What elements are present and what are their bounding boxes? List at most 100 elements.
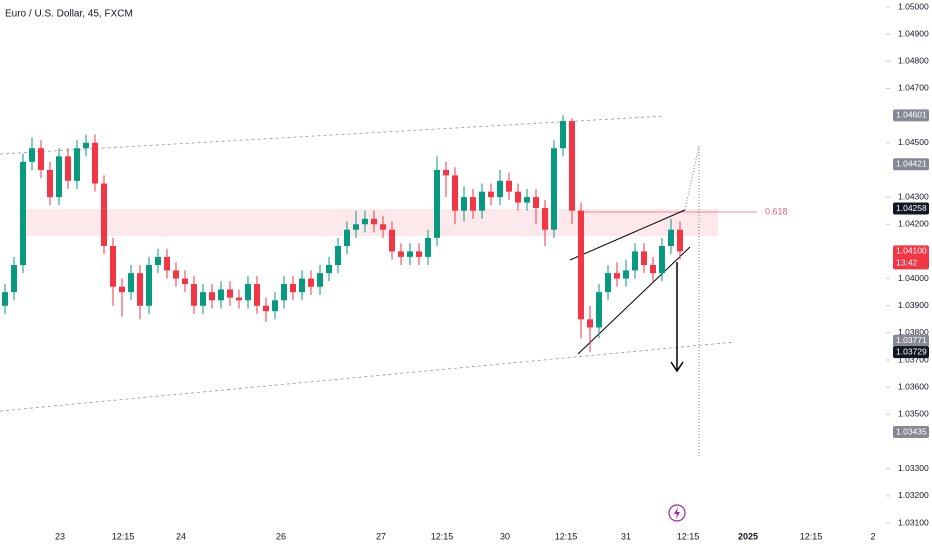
candle-body xyxy=(416,251,422,257)
candle-body xyxy=(542,207,548,230)
candle-body xyxy=(677,229,683,252)
candle-body xyxy=(668,229,674,246)
x-tick-label: 30 xyxy=(500,531,510,541)
candle-body xyxy=(236,297,242,301)
price-badge-label: 1.03729 xyxy=(896,346,927,356)
candle-body xyxy=(227,289,233,298)
y-tick-label: 1.04500 xyxy=(898,137,929,147)
chart-title: Euro / U.S. Dollar, 45, FXCM xyxy=(5,9,133,20)
price-badge-time: 13:42 xyxy=(896,258,918,268)
price-badge xyxy=(893,334,929,347)
candle-body xyxy=(623,270,629,279)
price-badge xyxy=(893,158,929,171)
price-badge xyxy=(893,245,929,270)
candle-body xyxy=(407,251,413,257)
x-tick-label: 24 xyxy=(176,531,186,541)
price-badge xyxy=(893,426,929,439)
target-arrow-head xyxy=(670,361,684,373)
candle-body xyxy=(38,148,44,170)
y-tick-label: 1.04900 xyxy=(898,28,929,38)
wedge-bottom xyxy=(577,246,691,355)
candle-body xyxy=(83,142,89,149)
candle-body xyxy=(74,148,80,181)
candle-body xyxy=(479,191,485,211)
candle-body xyxy=(272,300,278,312)
candle-body xyxy=(551,148,557,230)
supply-zone xyxy=(22,209,718,236)
candle-body xyxy=(164,256,170,271)
candle-body xyxy=(2,292,8,306)
candle-body xyxy=(398,251,404,257)
candle-body xyxy=(281,284,287,301)
price-badge-label: 1.04100 xyxy=(896,246,927,256)
candle-body xyxy=(452,175,458,211)
y-tick-label: 1.04300 xyxy=(898,191,929,201)
candle-body xyxy=(245,284,251,301)
candle-body xyxy=(353,224,359,230)
x-tick-label: 12:15 xyxy=(112,531,135,541)
x-tick-label: 12:15 xyxy=(431,531,454,541)
y-tick-label: 1.03500 xyxy=(898,409,929,419)
y-tick-label: 1.03800 xyxy=(898,327,929,337)
candle-body xyxy=(173,270,179,279)
candle-body xyxy=(218,289,224,301)
candle-body xyxy=(650,265,656,274)
candle-body xyxy=(533,197,539,208)
candle-body xyxy=(614,273,620,279)
candle-body xyxy=(299,278,305,293)
x-tick-label: 26 xyxy=(276,531,286,541)
candle-body xyxy=(335,245,341,265)
y-tick-label: 1.04800 xyxy=(898,56,929,66)
candle-body xyxy=(29,148,35,162)
candle-body xyxy=(497,180,503,198)
candle-body xyxy=(641,251,647,265)
candle-body xyxy=(200,292,206,306)
y-tick-label: 1.04700 xyxy=(898,83,929,93)
candle-body xyxy=(569,121,575,211)
price-badge xyxy=(893,109,929,122)
wedge-top xyxy=(569,209,686,261)
candle-body xyxy=(146,265,152,306)
candle-body xyxy=(488,191,494,198)
candle-body xyxy=(254,284,260,306)
y-tick-label: 1.04000 xyxy=(898,273,929,283)
candle-body xyxy=(290,284,296,293)
candle-body xyxy=(461,197,467,211)
candle-body xyxy=(182,278,188,285)
x-tick-label: 2 xyxy=(870,531,875,541)
price-badge xyxy=(893,346,929,359)
candle-body xyxy=(128,273,134,293)
candle-body xyxy=(209,292,215,301)
event-icon[interactable] xyxy=(668,504,686,522)
candle-body xyxy=(65,156,71,181)
candle-body xyxy=(605,273,611,293)
candle-body xyxy=(380,224,386,230)
projection-up xyxy=(684,145,700,211)
candle-body xyxy=(506,180,512,192)
price-badge-label: 1.04421 xyxy=(896,158,927,168)
candle-body xyxy=(515,191,521,203)
candle-body xyxy=(119,286,125,293)
price-badge xyxy=(893,202,929,215)
candle-body xyxy=(362,218,368,225)
y-tick-label: 1.03600 xyxy=(898,381,929,391)
candle-body xyxy=(20,161,26,265)
candle-body xyxy=(560,121,566,149)
candle-body xyxy=(263,305,269,312)
x-tick-label: 23 xyxy=(55,531,65,541)
x-tick-label: 27 xyxy=(376,531,386,541)
price-badge-label: 1.03771 xyxy=(896,335,927,345)
y-tick-label: 1.04200 xyxy=(898,219,929,229)
candle-body xyxy=(137,273,143,306)
x-tick-label: 31 xyxy=(621,531,631,541)
candle-body xyxy=(11,265,17,293)
fib-label: 0.618 xyxy=(765,206,788,216)
candle-body xyxy=(110,245,116,287)
x-tick-label: 12:15 xyxy=(800,531,823,541)
candle-body xyxy=(578,210,584,320)
candle-body xyxy=(425,237,431,257)
candle-body xyxy=(344,229,350,246)
x-tick-label: 2025 xyxy=(738,531,758,541)
